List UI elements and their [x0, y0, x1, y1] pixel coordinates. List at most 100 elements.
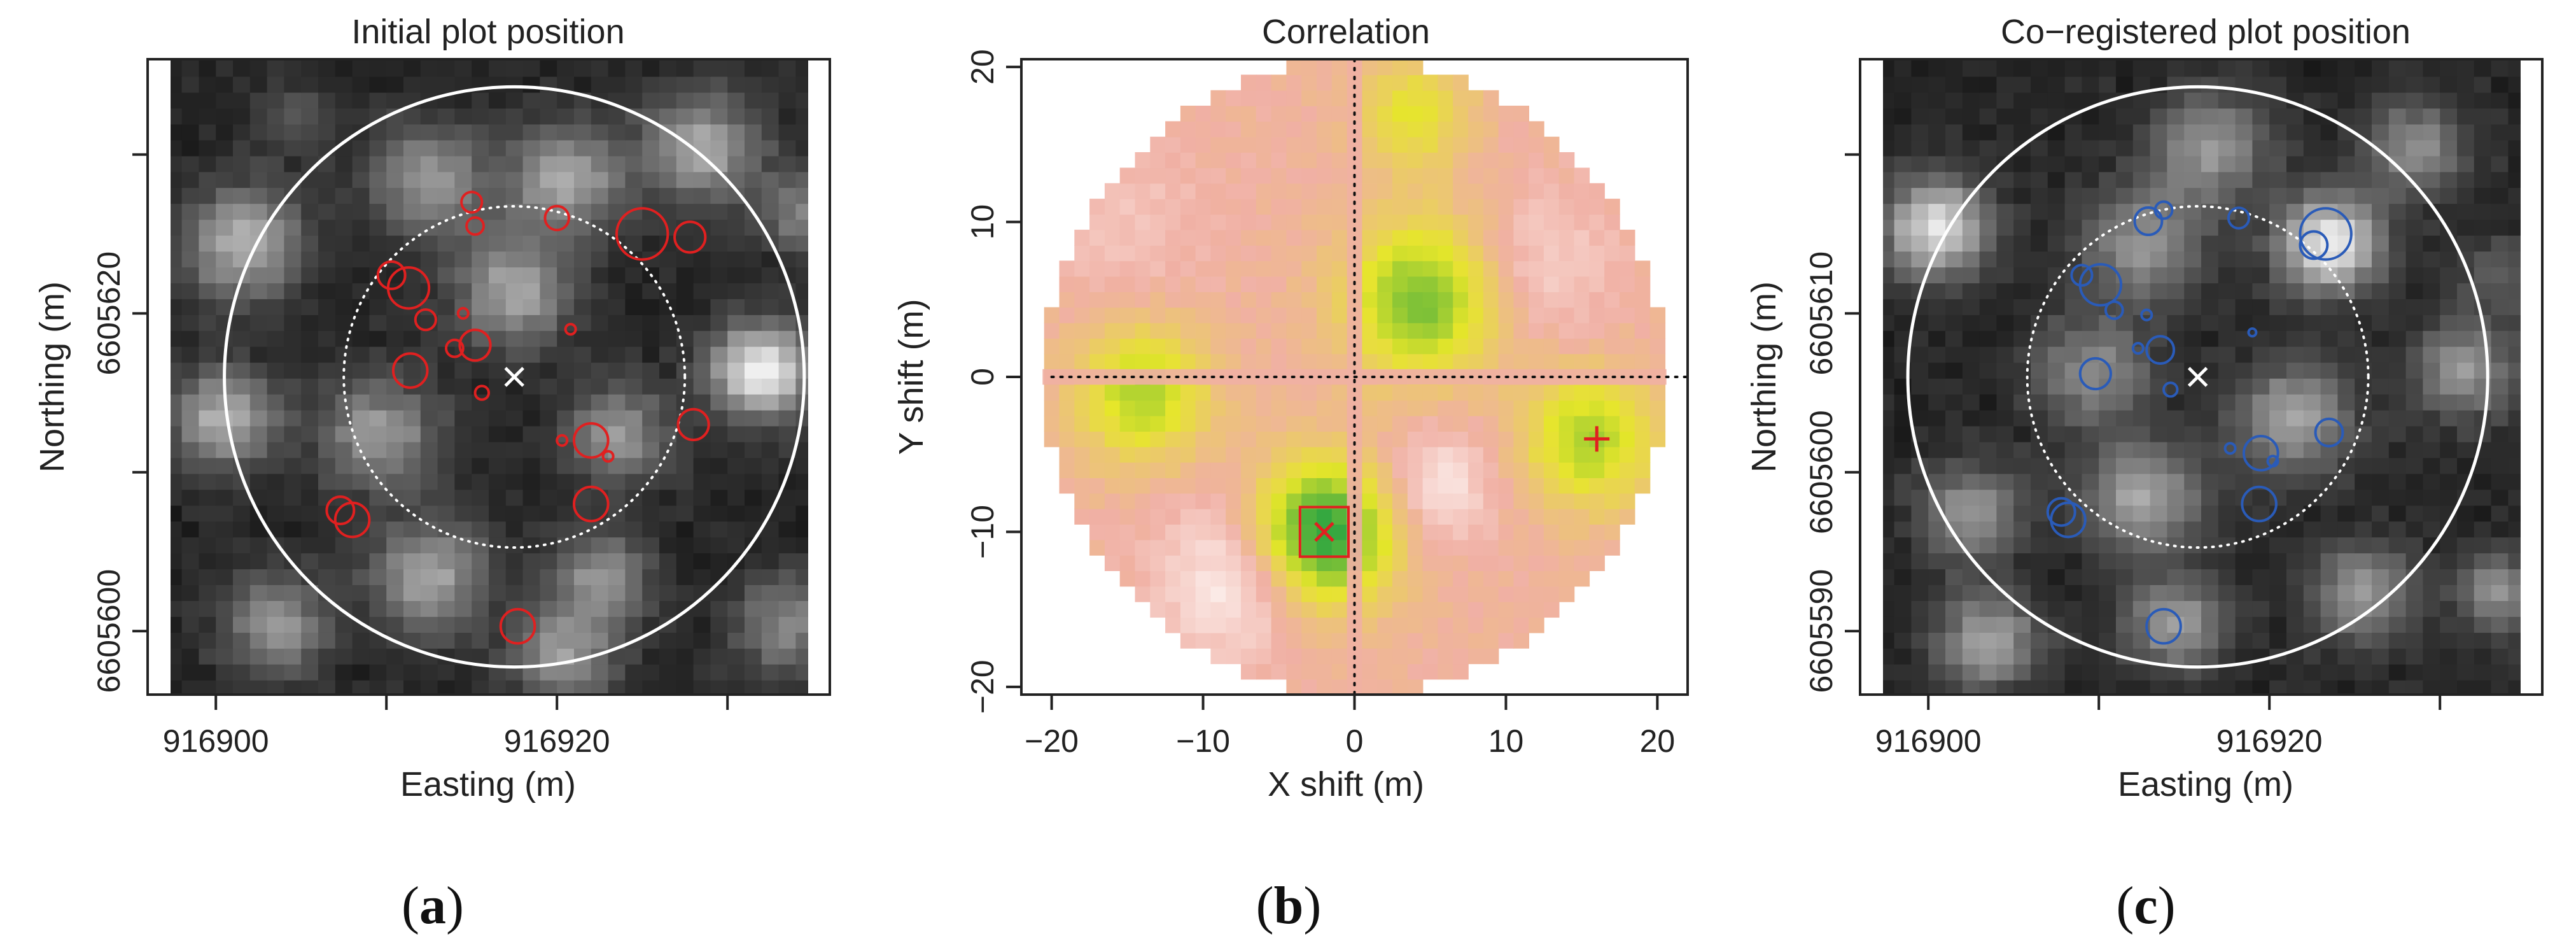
- panel-a-raster-cell: [642, 361, 660, 379]
- panel-a-raster-cell: [676, 59, 694, 77]
- panel-c-raster-cell: [1894, 424, 1912, 442]
- panel-c-raster-cell: [2031, 313, 2048, 331]
- panel-a-raster-cell: [778, 504, 797, 522]
- heatmap-cell: [1392, 245, 1408, 262]
- panel-c-raster-cell: [2286, 488, 2304, 506]
- panel-c-raster-cell: [2286, 583, 2304, 601]
- panel-a-raster-cell: [522, 377, 541, 395]
- panel-a-raster-cell: [472, 615, 489, 633]
- panel-c-raster-cell: [1996, 424, 2014, 442]
- panel-a-raster-cell: [795, 663, 808, 681]
- panel-a-raster-cell: [505, 679, 524, 695]
- heatmap-cell: [1407, 431, 1424, 448]
- panel-c-raster-cell: [2184, 281, 2202, 299]
- panel-a-raster-cell: [335, 583, 353, 601]
- panel-a-raster-cell: [437, 551, 456, 570]
- heatmap-cell: [1271, 245, 1287, 262]
- panel-c-raster-cell: [1928, 122, 1946, 141]
- panel-a-raster-cell: [386, 138, 404, 157]
- panel-c-raster-cell: [2457, 75, 2475, 93]
- heatmap-cell: [1529, 152, 1544, 169]
- panel-c-raster-cell: [1911, 488, 1929, 506]
- panel-a-raster-cell: [148, 488, 165, 506]
- panel-a-raster-cell: [745, 663, 762, 681]
- panel-c-tree-marker: [2145, 607, 2182, 645]
- heatmap-cell: [1483, 415, 1499, 432]
- panel-c-raster-cell: [2218, 647, 2236, 665]
- heatmap-cell: [1619, 276, 1635, 292]
- panel-c-raster-cell: [1962, 504, 1980, 522]
- panel-a-raster-cell: [335, 535, 353, 554]
- panel-c-raster-cell: [2286, 551, 2304, 570]
- panel-b-x-tick-label: −10: [1176, 723, 1230, 759]
- heatmap-cell: [1331, 648, 1348, 665]
- heatmap-cell: [1468, 586, 1484, 602]
- panel-a-raster-cell: [659, 424, 677, 442]
- heatmap-cell: [1589, 524, 1605, 541]
- panel-a-raster-cell: [233, 106, 251, 125]
- heatmap-cell: [1558, 338, 1575, 355]
- panel-c-raster-cell: [2388, 218, 2407, 236]
- heatmap-cell: [1256, 586, 1272, 602]
- panel-c-raster-cell: [2440, 59, 2458, 77]
- panel-a-raster-cell: [745, 520, 762, 538]
- panel-a-raster-cell: [284, 504, 302, 522]
- panel-c-raster-cell: [2525, 107, 2543, 125]
- panel-c-raster-cell: [2201, 424, 2219, 442]
- panel-a-raster-cell: [420, 408, 438, 427]
- panel-c-raster-cell: [2116, 615, 2134, 633]
- panel-c-raster-cell: [2116, 679, 2134, 695]
- panel-a-raster-cell: [318, 218, 336, 236]
- heatmap-cell: [1377, 292, 1393, 308]
- panel-c-raster-cell: [2099, 472, 2117, 490]
- heatmap-cell: [1256, 462, 1272, 478]
- panel-c-raster-cell: [2372, 345, 2390, 363]
- panel-a-raster-cell: [403, 504, 421, 522]
- panel-c-raster-cell: [2355, 345, 2372, 363]
- panel-c-raster-cell: [2031, 250, 2048, 267]
- heatmap-cell: [1286, 570, 1302, 587]
- panel-a-raster-cell: [727, 265, 745, 283]
- panel-a-raster-cell: [727, 599, 745, 617]
- panel-a-raster-cell: [267, 186, 285, 204]
- panel-c-raster-cell: [2440, 615, 2458, 633]
- panel-a-raster-cell: [352, 202, 370, 220]
- heatmap-cell: [1513, 524, 1529, 541]
- heatmap-cell: [1362, 679, 1378, 695]
- panel-c-raster-cell: [1945, 599, 1963, 617]
- heatmap-cell: [1286, 152, 1302, 169]
- heatmap-cell: [1619, 260, 1635, 277]
- panel-a-raster-cell: [454, 361, 472, 379]
- panel-c-raster-cell: [2525, 536, 2543, 554]
- heatmap-cell: [1301, 617, 1317, 633]
- panel-a-raster-cell: [778, 90, 797, 109]
- panel-c-raster-cell: [2099, 535, 2117, 554]
- panel-a-raster-cell: [557, 599, 575, 617]
- panel-a-raster-cell: [642, 329, 660, 347]
- heatmap-cell: [1301, 586, 1317, 602]
- panel-a-raster-cell: [625, 504, 643, 522]
- panel-c-raster-cell: [2184, 551, 2202, 570]
- panel-c-raster-cell: [2405, 631, 2424, 649]
- panel-a-raster-cell: [181, 647, 200, 665]
- panel-c-raster-cell: [1911, 504, 1929, 522]
- heatmap-cell: [1543, 152, 1560, 169]
- panel-c-raster-cell: [2320, 345, 2339, 363]
- panel-c-raster-cell: [2132, 424, 2151, 442]
- panel-c-x-tick-label: 916900: [1875, 723, 1982, 759]
- panel-a-raster-cell: [284, 583, 302, 601]
- heatmap-cell: [1483, 199, 1499, 215]
- heatmap-cell: [1438, 136, 1453, 153]
- panel-a-raster-cell: [557, 551, 575, 570]
- panel-a-raster-cell: [233, 186, 251, 204]
- panel-c-raster-cell: [2252, 297, 2270, 315]
- panel-a-raster-cell: [233, 59, 251, 77]
- panel-a-raster-cell: [181, 265, 200, 283]
- panel-a-raster-cell: [437, 456, 456, 474]
- panel-c-raster-cell: [2082, 472, 2099, 490]
- panel-c-raster-cell: [2474, 170, 2492, 188]
- heatmap-cell: [1468, 570, 1484, 587]
- panel-c-raster-cell: [2355, 250, 2372, 267]
- heatmap-cell: [1529, 400, 1544, 416]
- heatmap-cell: [1558, 322, 1575, 339]
